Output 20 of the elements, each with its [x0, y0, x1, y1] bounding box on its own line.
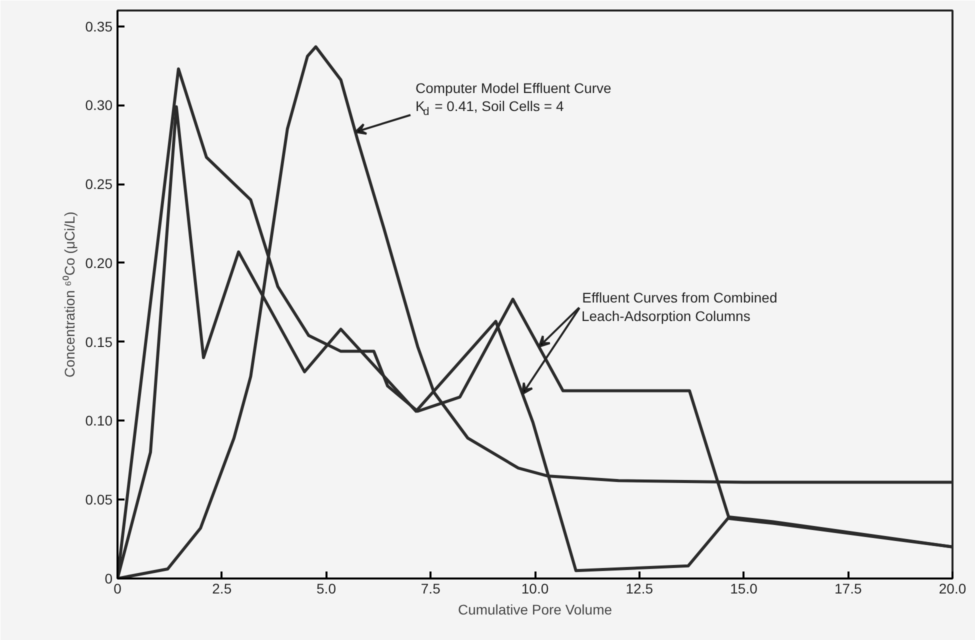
y-axis-title: Concentration ⁶⁰Co (μCi/L) — [61, 212, 78, 378]
x-tick-label: 2.5 — [212, 580, 232, 596]
y-tick-label: 0.10 — [85, 412, 113, 429]
y-tick-label: 0.30 — [85, 97, 113, 114]
x-tick-label: 5.0 — [316, 580, 336, 596]
x-tick-label: 20.0 — [938, 580, 966, 596]
x-tick-label: 15.0 — [730, 580, 758, 596]
annotation: Effluent Curves from Combined — [582, 290, 778, 306]
x-tick-label: 10.0 — [521, 580, 549, 596]
y-tick-label: 0.25 — [85, 176, 113, 192]
y-tick-label: 0.20 — [85, 254, 113, 271]
x-tick-label: 7.5 — [420, 580, 441, 596]
x-tick-label: 12.5 — [626, 580, 654, 596]
y-tick-label: 0.05 — [85, 492, 113, 508]
y-tick-label: 0.15 — [85, 334, 113, 350]
annotation: Leach-Adsorption Columns — [581, 308, 750, 324]
y-tick-label: 0.35 — [85, 18, 113, 34]
y-tick-label: 0 — [104, 570, 113, 586]
x-tick-label: 17.5 — [834, 580, 862, 596]
x-axis-title: Cumulative Pore Volume — [458, 602, 612, 618]
